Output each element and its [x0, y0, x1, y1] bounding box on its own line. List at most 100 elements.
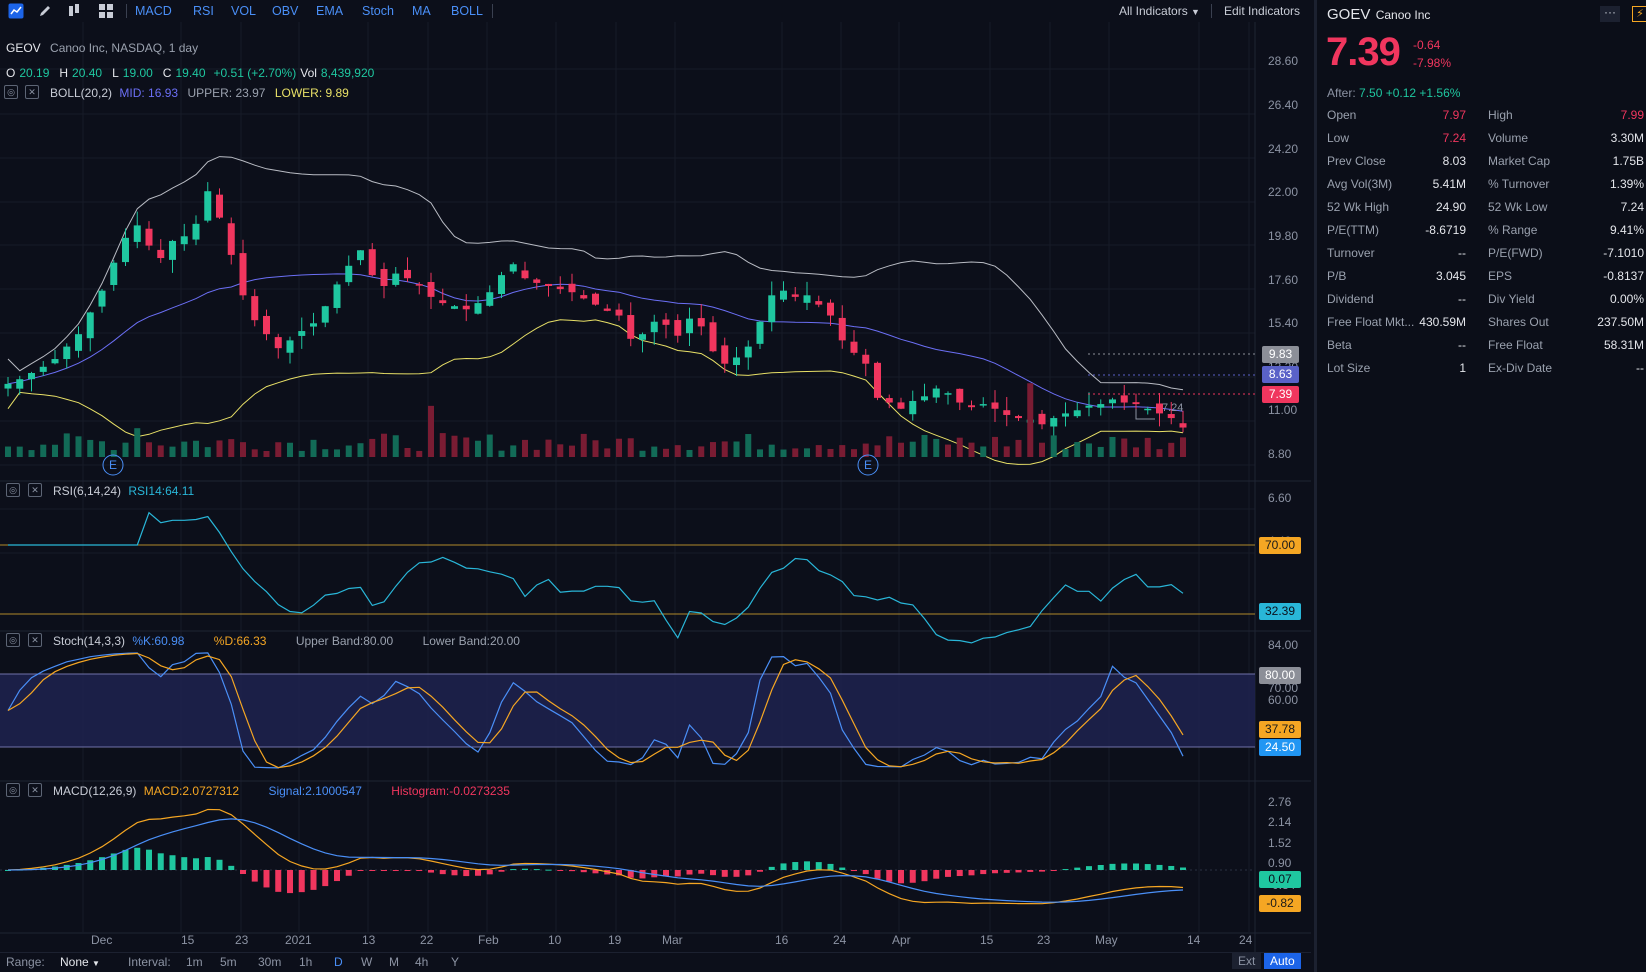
all-indicators-dropdown[interactable]: All Indicators ▼	[1119, 4, 1200, 18]
quote-stat-value: 58.31M	[1603, 338, 1644, 352]
candle-body	[1132, 402, 1140, 405]
candle-body	[639, 334, 646, 340]
volume-bar	[804, 448, 810, 457]
tab-obv[interactable]: OBV	[272, 4, 299, 18]
close-icon[interactable]: ✕	[25, 85, 39, 99]
volume-bar	[392, 435, 399, 457]
pencil-icon[interactable]	[37, 3, 53, 19]
candle-body	[251, 296, 259, 321]
macd-histogram-bar	[557, 870, 564, 871]
volume-bar	[75, 436, 82, 457]
macd-histogram-bar	[792, 862, 799, 870]
interval-1m[interactable]: 1m	[186, 955, 203, 969]
range-select[interactable]: None ▼	[60, 955, 100, 969]
candle-body	[603, 308, 611, 311]
close-icon[interactable]: ✕	[28, 633, 42, 647]
tab-stoch[interactable]: Stoch	[362, 4, 394, 18]
interval-30m[interactable]: 30m	[258, 955, 282, 969]
macd-histogram-bar	[698, 870, 705, 874]
tab-boll[interactable]: BOLL	[451, 4, 483, 18]
boll-title: BOLL(20,2)	[50, 86, 113, 100]
quote-stat-label: Ex-Div Date	[1488, 361, 1553, 375]
eye-icon[interactable]: ◎	[6, 783, 20, 797]
volume-bar	[792, 448, 799, 457]
eye-icon[interactable]: ◎	[6, 483, 20, 497]
tab-macd[interactable]: MACD	[135, 4, 172, 18]
close-icon[interactable]: ✕	[28, 483, 42, 497]
quote-stat-value: 9.41%	[1609, 223, 1644, 237]
quote-stat-label: Open	[1327, 108, 1357, 122]
volume-bar	[921, 434, 928, 457]
ohlc-value: 20.19	[19, 66, 50, 80]
candle-body	[345, 265, 353, 283]
earnings-marker-label[interactable]: E	[109, 458, 117, 472]
volume-bar	[569, 445, 575, 457]
candle-type-icon[interactable]	[66, 3, 82, 19]
candle-body	[580, 295, 588, 299]
volume-bar	[193, 440, 199, 457]
interval-4h[interactable]: 4h	[415, 955, 429, 969]
candle-body	[827, 302, 834, 316]
volume-bar	[898, 442, 904, 457]
ext-toggle[interactable]: Ext	[1232, 953, 1262, 969]
quote-stat-value: 3.30M	[1610, 131, 1644, 145]
stoch-80-tag: 80.00	[1259, 667, 1301, 684]
tab-rsi[interactable]: RSI	[193, 4, 214, 18]
volume-bar	[310, 439, 317, 457]
earnings-marker-label[interactable]: E	[864, 458, 872, 472]
interval-d[interactable]: D	[334, 955, 343, 969]
quote-change: -0.64	[1413, 38, 1441, 52]
tab-ema[interactable]: EMA	[316, 4, 344, 18]
macd-histogram-bar	[616, 870, 622, 876]
quote-stat-label: Free Float Mkt...	[1327, 315, 1415, 329]
eye-icon[interactable]: ◎	[6, 633, 20, 647]
volume-bar	[592, 440, 599, 457]
interval-y[interactable]: Y	[451, 955, 460, 969]
candle-body	[885, 398, 893, 403]
macd-histogram-bar	[181, 857, 188, 870]
macd-axis-label: 2.14	[1268, 815, 1292, 829]
boll-upper-line	[7, 156, 1184, 391]
price-axis-label: 11.00	[1268, 403, 1298, 417]
interval-1h[interactable]: 1h	[299, 955, 313, 969]
macd-histogram-bar	[945, 870, 951, 877]
volume-bar	[345, 445, 352, 457]
volume-bar	[204, 447, 211, 457]
candle-body	[86, 312, 94, 339]
time-axis-label: 10	[548, 933, 562, 947]
volume-bar	[475, 440, 481, 457]
macd-histogram-bar	[334, 870, 340, 882]
boll-upper-tag: 9.83	[1262, 346, 1299, 363]
lightning-icon[interactable]: ⚡	[1632, 6, 1646, 22]
tab-vol[interactable]: VOL	[231, 4, 257, 18]
quote-stat-value: 1	[1459, 361, 1466, 375]
stoch-d: %D:66.33	[213, 634, 267, 648]
volume-bar	[698, 446, 705, 457]
macd-histogram-bar	[99, 857, 105, 870]
candle-body	[944, 393, 952, 395]
line-chart-icon[interactable]	[8, 3, 24, 19]
layout-grid-icon[interactable]	[98, 3, 114, 19]
candle-body	[169, 240, 176, 260]
candle-body	[486, 292, 494, 306]
eye-icon[interactable]: ◎	[4, 85, 18, 99]
candle-body	[392, 273, 400, 285]
candle-body	[263, 315, 270, 335]
auto-toggle[interactable]: Auto	[1264, 953, 1301, 969]
candle-body	[110, 262, 118, 285]
tab-ma[interactable]: MA	[412, 4, 431, 18]
candle-body	[427, 281, 435, 297]
price-axis-label: 22.00	[1268, 185, 1299, 199]
volume-bar	[1109, 436, 1116, 457]
stoch-band	[0, 674, 1255, 747]
interval-m[interactable]: M	[389, 955, 399, 969]
interval-w[interactable]: W	[361, 955, 373, 969]
macd-histogram-bar	[275, 870, 282, 892]
more-options-icon[interactable]: ···	[1600, 6, 1620, 22]
volume-bar	[428, 405, 434, 457]
interval-5m[interactable]: 5m	[220, 955, 237, 969]
volume-bar	[439, 433, 446, 457]
edit-indicators-button[interactable]: Edit Indicators	[1224, 4, 1301, 18]
close-icon[interactable]: ✕	[28, 783, 42, 797]
